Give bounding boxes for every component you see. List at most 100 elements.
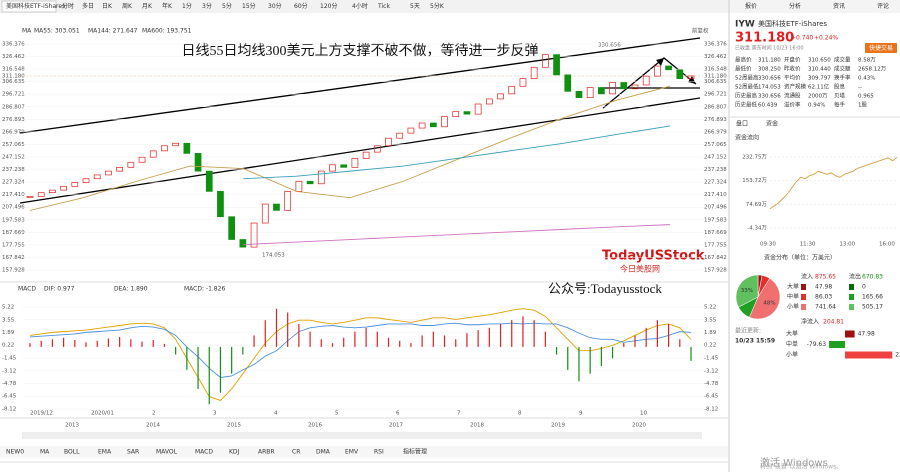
flow-tick: -4.34万: [747, 225, 767, 232]
candle: [183, 142, 191, 154]
candle: [340, 164, 348, 168]
period-button[interactable]: 日K: [102, 3, 113, 10]
candle: [407, 127, 415, 134]
quote-value: 311.180: [758, 58, 781, 64]
x-tick-label: 2020/01: [91, 411, 114, 417]
quote-value: 330.656: [758, 76, 781, 82]
indicator-tab[interactable]: SAR: [127, 449, 139, 456]
x-tick-label: 2019/12: [30, 411, 53, 417]
period-button[interactable]: 周K: [122, 3, 133, 10]
indicator-tab[interactable]: NEW0: [6, 449, 24, 456]
dist-name: 大单: [787, 283, 799, 291]
quote-value: 310.440: [808, 67, 831, 73]
y-tick-label-right: 306.635: [704, 79, 727, 85]
candle: [205, 170, 213, 192]
candle: [149, 150, 157, 158]
y-tick-label: 207.496: [2, 205, 25, 211]
dist-name: 小单: [787, 303, 799, 311]
sub-tab[interactable]: 资金: [766, 120, 778, 128]
watermark: TodayUSStock: [602, 249, 705, 264]
stock-tab[interactable]: 美国科技ETF-iShares: [6, 2, 65, 10]
dist-out: 0: [862, 284, 866, 291]
y-tick-label: 311.180: [2, 73, 25, 79]
quote-value: 174.053: [758, 85, 781, 91]
pie-slice: [735, 274, 759, 308]
panel-tab[interactable]: 分析: [789, 2, 801, 10]
candle: [362, 151, 370, 159]
period-button[interactable]: 15分: [242, 2, 256, 10]
period-button[interactable]: 5天: [410, 3, 420, 10]
panel-tab[interactable]: 评论: [877, 2, 889, 10]
indicator-tab[interactable]: RSI: [374, 449, 384, 456]
sub-tab[interactable]: 盘口: [736, 120, 748, 128]
indicator-tab[interactable]: EMV: [345, 449, 359, 456]
period-button[interactable]: 3分: [202, 2, 212, 10]
quote-value: 308.250: [758, 67, 781, 73]
candle: [217, 191, 224, 218]
period-button[interactable]: 分时: [62, 2, 74, 10]
quote-value: 0.43%: [858, 76, 875, 82]
macd-line: [29, 308, 692, 401]
adjust-label[interactable]: 前复权: [692, 27, 709, 35]
trade-button[interactable]: 快捷交易: [869, 44, 893, 52]
indicator-tab[interactable]: 指标管理: [403, 448, 427, 456]
period-button[interactable]: 多日: [82, 2, 94, 10]
annotation: 日线55日均线300美元上方支撑不破不做，等待进一步反弹: [182, 42, 539, 59]
candle: [93, 174, 101, 180]
candle: [530, 66, 538, 80]
period-button[interactable]: Tick: [377, 3, 390, 10]
indicator-tab[interactable]: DMA: [316, 449, 331, 456]
period-button[interactable]: 1分: [182, 2, 192, 10]
side-panel: IYW 美国科技ETF-iShares 311.180 +0.740 +0.24…: [730, 0, 900, 345]
flow-x: 11:30: [800, 242, 816, 248]
y-tick-label-right: 276.893: [704, 117, 727, 123]
pie-label: 33%: [741, 288, 753, 294]
candle: [261, 203, 269, 224]
x-tick-label: 9: [579, 411, 583, 417]
period-button[interactable]: 30分: [268, 2, 282, 10]
period-button[interactable]: 4小时: [352, 2, 368, 10]
x-tick-label: 5: [335, 411, 339, 417]
flow-x: 16:00: [879, 242, 895, 248]
indicator-tab[interactable]: MAVOL: [156, 449, 178, 456]
ma-line: [243, 125, 671, 180]
period-button[interactable]: 5分: [222, 2, 232, 10]
trade-button-bg[interactable]: [865, 43, 897, 53]
period-button[interactable]: 年K: [162, 2, 173, 10]
period-button[interactable]: 120分: [320, 2, 337, 10]
y-tick-label-right: 326.462: [704, 54, 727, 60]
candle: [373, 145, 381, 153]
legend-entry: DEA: 1.890: [114, 286, 148, 293]
indicator-tab[interactable]: KDJ: [229, 449, 240, 456]
period-button[interactable]: 月K: [142, 3, 153, 10]
dist-swatch: [801, 304, 806, 310]
scrollbar[interactable]: [22, 432, 702, 439]
indicator-tab[interactable]: EMA: [98, 449, 112, 456]
indicator-tab[interactable]: CR: [292, 449, 300, 456]
y-tick-label-right: 237.238: [704, 167, 727, 173]
quote-value: 330.656: [758, 94, 781, 100]
panel-tab[interactable]: 资讯: [833, 2, 845, 10]
period-button[interactable]: 60分: [294, 2, 308, 10]
dist-name: 中单: [787, 293, 799, 301]
dist-in: 47.98: [815, 284, 832, 291]
flow-x: 13:00: [839, 242, 855, 248]
trend-line-lower: [19, 97, 701, 204]
net-label: 净流入: [801, 318, 819, 326]
candle: [519, 78, 527, 87]
y-tick-label: -8.12: [2, 407, 16, 413]
indicator-tab[interactable]: BOLL: [64, 449, 80, 456]
macd-title: MACD: [18, 286, 36, 293]
period-button[interactable]: 5分K: [430, 2, 445, 10]
candle: [620, 82, 628, 90]
y-tick-label: -4.78: [2, 381, 17, 387]
dist-swatch: [849, 284, 854, 290]
candle: [441, 116, 448, 128]
y-tick-label-right: -1.45: [704, 356, 719, 362]
panel-tab[interactable]: 报价: [745, 2, 757, 10]
indicator-tab[interactable]: MA: [40, 449, 50, 456]
indicator-tab[interactable]: ARBR: [258, 449, 275, 456]
indicator-tab[interactable]: MACD: [195, 449, 213, 456]
quote-label: 换手率: [834, 74, 851, 82]
flow-tick: 232.75万: [742, 154, 767, 161]
